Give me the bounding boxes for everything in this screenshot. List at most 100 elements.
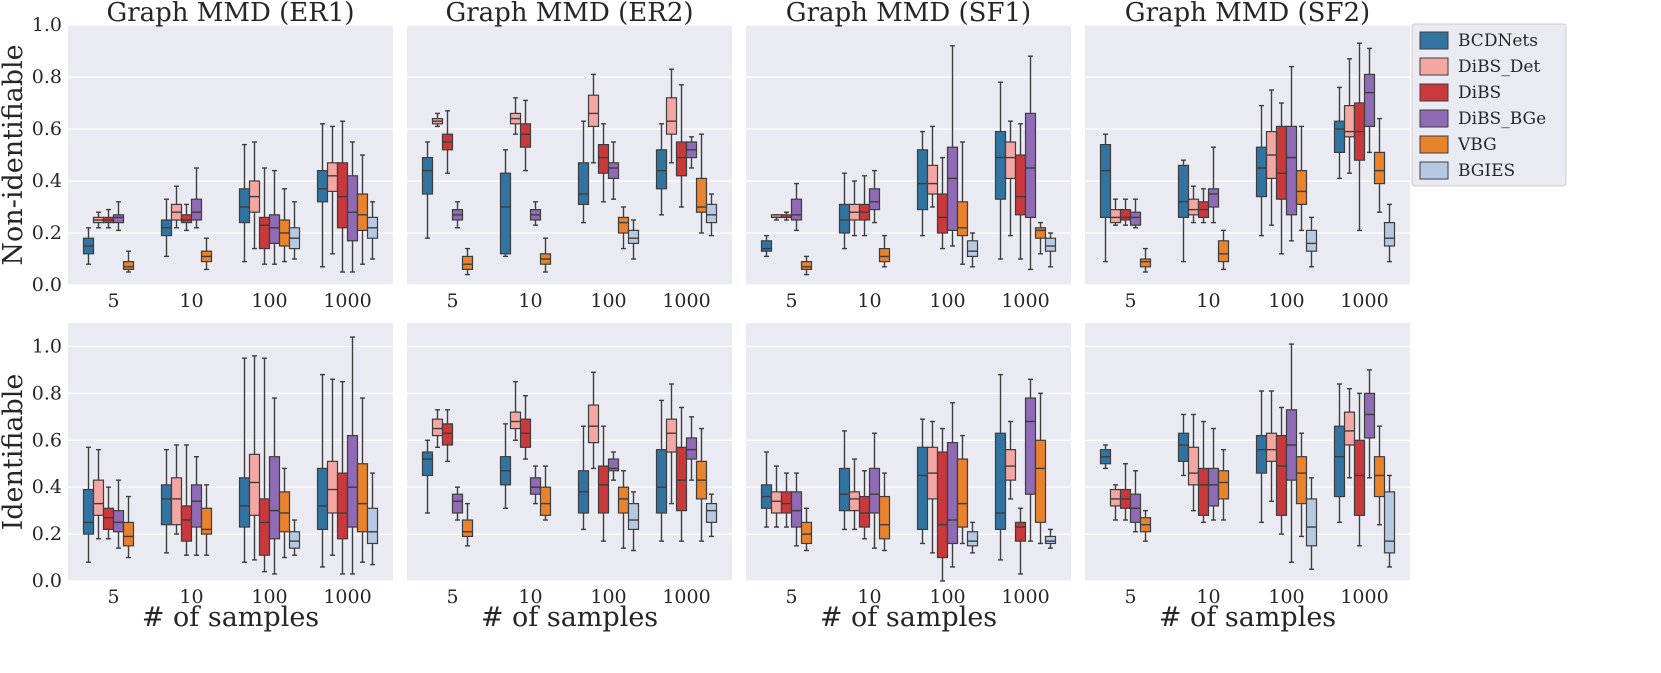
x-tick-label: 5	[1124, 586, 1136, 608]
box-BGIES-100	[288, 519, 301, 556]
panel-r0-c2: 5 10 100 1000 Graph MMD (SF1)	[746, 0, 1071, 312]
box-VBG-1000	[695, 133, 708, 234]
y-tick-label: 0.4	[32, 170, 62, 192]
box-body	[248, 453, 261, 516]
box-body	[421, 451, 434, 477]
box-body	[268, 214, 281, 245]
box-BCDNets-10	[160, 198, 173, 258]
box-BGIES-100	[1305, 216, 1318, 268]
box-DiBS-5	[441, 110, 454, 174]
box-VBG-100	[617, 470, 630, 549]
box-body	[336, 472, 349, 540]
box-body	[627, 503, 640, 531]
box-BCDNets-5	[760, 234, 773, 258]
box-BGIES-1000	[1383, 474, 1396, 568]
box-body	[800, 521, 813, 545]
legend-label: VBG	[1457, 135, 1497, 155]
box-DiBS_BGe-1000	[1024, 55, 1037, 271]
box-body	[617, 486, 630, 514]
box-BCDNets-5	[82, 227, 95, 265]
box-body	[441, 423, 454, 446]
x-tick-label: 10	[1196, 290, 1220, 312]
box-body	[655, 149, 668, 190]
x-axis-label: # of samples	[1159, 602, 1336, 633]
box-body	[858, 495, 871, 528]
y-tick-label: 1.0	[32, 14, 62, 36]
box-BCDNets-1000	[1333, 383, 1346, 524]
box-body	[190, 198, 203, 221]
box-body	[316, 467, 329, 531]
y-axis-label: Identifiable	[0, 374, 29, 531]
box-body	[102, 507, 115, 531]
box-DiBS_BGe-5	[1129, 198, 1142, 229]
y-tick-label: 0.0	[32, 274, 62, 296]
box-body	[994, 432, 1007, 530]
box-VBG-10	[539, 237, 552, 273]
box-body	[1139, 258, 1152, 268]
box-DiBS_BGe-1000	[685, 136, 698, 169]
box-VBG-100	[278, 467, 291, 559]
box-body	[705, 203, 718, 224]
box-DiBS_Det-100	[587, 73, 600, 164]
box-body	[200, 507, 213, 535]
box-body	[539, 486, 552, 516]
box-body	[238, 188, 251, 224]
box-DiBS_BGe-5	[790, 472, 803, 547]
box-body	[1109, 488, 1122, 507]
box-body	[82, 488, 95, 535]
box-DiBS_BGe-100	[1285, 343, 1298, 563]
box-body	[1044, 535, 1057, 545]
box-body	[1014, 521, 1027, 542]
x-tick-label: 10	[518, 586, 542, 608]
box-VBG-1000	[1034, 392, 1047, 545]
box-body	[1014, 154, 1027, 216]
box-body	[180, 505, 193, 542]
x-tick-label: 10	[179, 290, 203, 312]
box-body	[1353, 439, 1366, 516]
box-DiBS_Det-5	[770, 465, 783, 528]
box-DiBS_Det-5	[92, 448, 105, 540]
panel-title: Graph MMD (SF1)	[786, 0, 1031, 28]
legend: BCDNets DiBS_Det DiBS DiBS_BGe VBG BGIES	[1411, 23, 1567, 187]
x-tick-label: 10	[857, 586, 881, 608]
box-DiBS_BGe-1000	[1363, 369, 1376, 479]
box-VBG-5	[1139, 509, 1152, 542]
box-body	[112, 214, 125, 224]
x-tick-label: 5	[785, 586, 797, 608]
box-DiBS_BGe-10	[1207, 146, 1220, 224]
box-body	[346, 175, 359, 242]
legend-label: DiBS_Det	[1458, 57, 1540, 77]
x-tick-label: 100	[929, 290, 965, 312]
x-tick-label: 10	[518, 290, 542, 312]
x-tick-label: 5	[107, 290, 119, 312]
box-BCDNets-5	[421, 141, 434, 239]
box-DiBS-5	[780, 211, 793, 221]
box-VBG-10	[878, 472, 891, 552]
x-tick-label: 1000	[1340, 290, 1388, 312]
panels: 5 10 100 1000 0.0 0.2 0.4 0.6 0.8 1.0 Graph MMD (E…	[0, 0, 1410, 633]
x-tick-label: 1000	[662, 586, 710, 608]
box-body	[665, 97, 678, 135]
box-body	[868, 467, 881, 514]
box-VBG-1000	[356, 397, 369, 563]
box-DiBS_Det-10	[170, 444, 183, 535]
box-body	[1207, 188, 1220, 208]
box-BGIES-100	[627, 491, 640, 552]
box-VBG-1000	[1034, 221, 1047, 255]
y-tick-label: 1.0	[32, 335, 62, 357]
x-tick-label: 100	[590, 586, 626, 608]
box-body	[848, 491, 861, 512]
box-VBG-10	[1217, 448, 1230, 521]
box-BCDNets-10	[1177, 159, 1190, 263]
x-tick-label: 100	[929, 586, 965, 608]
box-body	[1024, 397, 1037, 495]
box-DiBS-1000	[1014, 507, 1027, 575]
box-body	[1295, 456, 1308, 505]
box-VBG-5	[461, 502, 474, 547]
box-body	[916, 446, 929, 530]
panel-title: Graph MMD (ER1)	[106, 0, 354, 28]
box-body	[695, 177, 708, 213]
box-body	[1373, 151, 1386, 185]
box-VBG-10	[1217, 229, 1230, 271]
box-body	[1099, 144, 1112, 219]
